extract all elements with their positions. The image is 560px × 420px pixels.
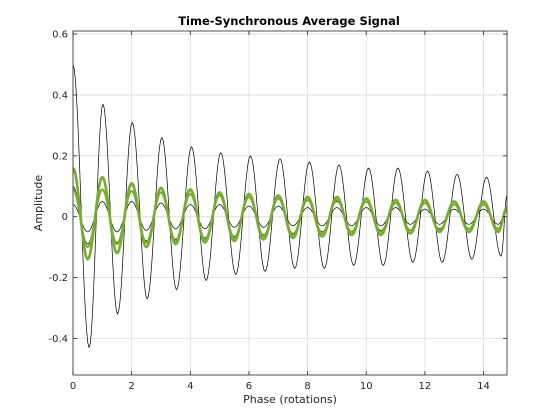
x-tick-label: 8 <box>304 381 310 392</box>
grid-lines <box>72 31 507 375</box>
y-axis-label: Amplitude <box>32 175 45 232</box>
plot-frame <box>72 30 508 376</box>
series-line-4 <box>73 167 507 261</box>
series-line-2 <box>73 201 507 233</box>
y-tick-label: 0 <box>62 212 68 223</box>
x-tick-label: 2 <box>128 381 134 392</box>
chart-title: Time-Synchronous Average Signal <box>178 14 400 28</box>
series-lines <box>73 64 507 348</box>
y-tick-label: 0.2 <box>52 151 68 162</box>
series-line-1 <box>73 64 507 348</box>
series-line-5 <box>73 188 507 249</box>
x-tick-label: 10 <box>360 381 373 392</box>
y-tick-label: 0.4 <box>52 90 68 101</box>
x-tick-label: 4 <box>187 381 193 392</box>
x-tick-label: 12 <box>419 381 432 392</box>
y-tick-label: -0.4 <box>48 334 68 345</box>
x-tick-label: 6 <box>246 381 252 392</box>
x-axis-label: Phase (rotations) <box>243 393 337 406</box>
x-tick-label: 0 <box>70 381 76 392</box>
y-tick-label: -0.2 <box>48 273 68 284</box>
x-tick-label: 14 <box>477 381 490 392</box>
axis-ticks: 0 2 4 6 8 10 12 14 -0.4 -0.2 0 0.2 0.4 0.6 <box>48 30 507 392</box>
series-line-3 <box>73 185 507 245</box>
y-tick-label: 0.6 <box>52 30 68 41</box>
